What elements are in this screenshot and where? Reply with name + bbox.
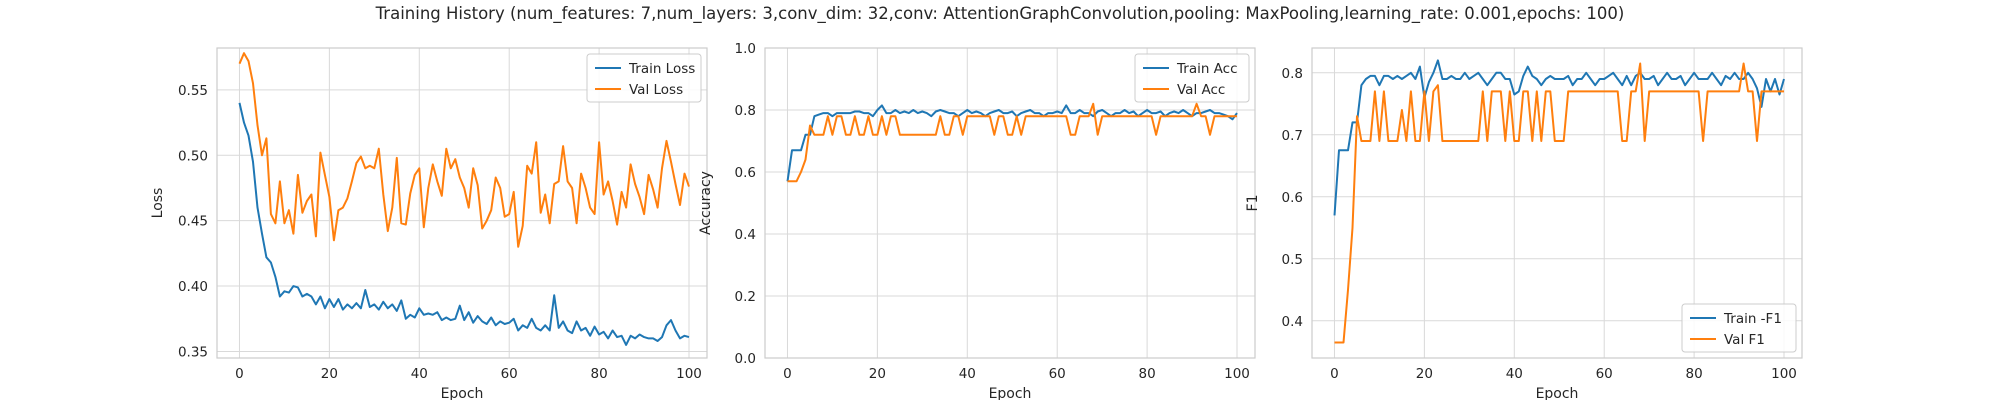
y-tick-label: 0.0: [735, 351, 756, 367]
series-line-val-f1: [1334, 62, 1784, 344]
y-axis-label: Loss: [150, 188, 166, 219]
chart-panel-1: 0 20 40 60 80 100 0.35 0.40 0.45 0.50 0.55 Epoch Los…: [150, 47, 708, 400]
x-tick-label: 0: [1330, 366, 1339, 382]
legend-entry: Train -F1: [1723, 311, 1782, 327]
x-axis-label: Epoch: [441, 386, 484, 400]
x-tick-label: 100: [1771, 366, 1797, 382]
legend-entry: Val F1: [1724, 332, 1765, 348]
series-line-val-acc: [787, 102, 1237, 183]
x-tick-label: 0: [783, 366, 792, 382]
chart-panel-2: 0 20 40 60 80 100 0.0 0.2 0.4 0.6 0.8 1.0 Epoch Accur…: [698, 41, 1256, 400]
y-tick-label: 0.40: [178, 279, 208, 295]
y-tick-label: 1.0: [735, 41, 756, 57]
x-tick-label: 20: [869, 366, 886, 382]
series-line-val-loss: [238, 52, 690, 248]
figure-title: Training History (num_features: 7,num_la…: [375, 4, 1625, 23]
y-tick-label: 0.5: [1282, 252, 1303, 268]
plot-frame: [764, 47, 1256, 359]
y-tick-label: 0.55: [178, 83, 208, 99]
series-line-train-acc: [786, 104, 1238, 182]
y-tick-label: 0.8: [735, 103, 756, 119]
legend-entry: Val Acc: [1177, 82, 1225, 98]
y-tick-label: 0.2: [735, 289, 756, 305]
series-line-train-loss: [238, 102, 690, 346]
series-line-train-f1: [1333, 59, 1785, 216]
chart-panel-3: 0 20 40 60 80 100 0.4 0.5 0.6 0.7 0.8 Epoch F1 Train …: [1245, 47, 1803, 400]
y-tick-label: 0.6: [735, 165, 756, 181]
x-tick-label: 0: [235, 366, 244, 382]
x-tick-label: 100: [1224, 366, 1250, 382]
x-tick-label: 60: [1596, 366, 1613, 382]
x-tick-label: 40: [959, 366, 976, 382]
x-tick-label: 20: [321, 366, 338, 382]
legend-entry: Val Loss: [629, 82, 683, 98]
y-axis-label: Accuracy: [698, 171, 714, 235]
y-tick-label: 0.4: [735, 227, 756, 243]
y-axis-label: F1: [1245, 195, 1261, 212]
x-tick-label: 100: [676, 366, 702, 382]
y-tick-label: 0.7: [1282, 128, 1303, 144]
x-tick-label: 60: [501, 366, 518, 382]
plot-frame: [1311, 47, 1803, 359]
y-tick-label: 0.35: [178, 344, 208, 360]
legend: Train Acc Val Acc: [1134, 53, 1250, 103]
legend-entry: Train Loss: [628, 61, 695, 77]
x-axis-label: Epoch: [989, 386, 1032, 400]
y-tick-label: 0.4: [1282, 314, 1303, 330]
y-tick-label: 0.45: [178, 214, 208, 230]
x-tick-label: 20: [1416, 366, 1433, 382]
x-tick-label: 80: [1686, 366, 1703, 382]
x-tick-label: 80: [1139, 366, 1156, 382]
legend: Train -F1 Val F1: [1681, 303, 1797, 353]
plot-frame: [216, 47, 708, 359]
y-tick-label: 0.8: [1282, 66, 1303, 82]
x-tick-label: 40: [1506, 366, 1523, 382]
x-tick-label: 80: [591, 366, 608, 382]
x-tick-label: 40: [411, 366, 428, 382]
x-axis-label: Epoch: [1536, 386, 1579, 400]
y-tick-label: 0.50: [178, 148, 208, 164]
legend-entry: Train Acc: [1176, 61, 1238, 77]
legend: Train Loss Val Loss: [586, 53, 702, 103]
x-tick-label: 60: [1049, 366, 1066, 382]
y-tick-label: 0.6: [1282, 190, 1303, 206]
